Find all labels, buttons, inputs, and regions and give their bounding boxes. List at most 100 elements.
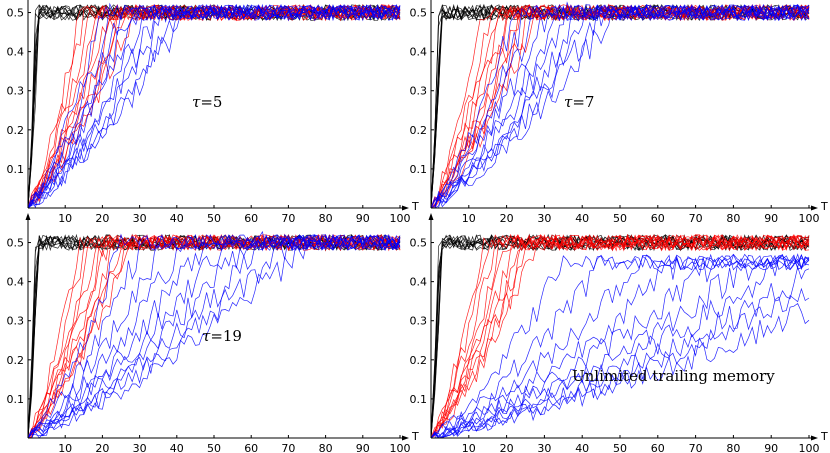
series-line [430, 265, 810, 439]
series-line [27, 230, 401, 439]
series-line [430, 233, 810, 439]
x-tick-label: 10 [58, 212, 72, 225]
y-tick-label: 0.3 [7, 315, 25, 328]
chart-panel: 10 20 30 40 50 60 70 80 90 100 0.1 0.2 0.3 0.4 0.5 Tτ=1… [7, 213, 419, 453]
x-tick-label: 90 [356, 212, 370, 225]
y-axis-arrow [428, 213, 434, 220]
x-tick-label: 20 [500, 442, 514, 453]
y-axis-arrow [25, 213, 31, 220]
x-tick-label: 60 [244, 212, 258, 225]
series-line [27, 233, 401, 439]
x-tick-label: 60 [651, 212, 665, 225]
chart-panel: 10 20 30 40 50 60 70 80 90 100 0.1 0.2 0.3 0.4 0.5 Tτ=7 [410, 0, 828, 225]
series-line [430, 302, 810, 439]
series-line [431, 253, 810, 439]
series-line [430, 233, 810, 439]
series-group [27, 2, 401, 209]
y-tick-label: 0.5 [7, 237, 25, 250]
y-tick-label: 0.2 [410, 354, 428, 367]
x-tick-label: 80 [726, 212, 740, 225]
series-line [27, 234, 401, 439]
y-tick-label: 0.2 [7, 124, 25, 137]
series-line [430, 234, 810, 439]
series-line [27, 234, 401, 439]
x-tick-label: 90 [356, 442, 370, 453]
x-tick-label: 80 [726, 442, 740, 453]
series-line [27, 4, 401, 209]
x-tick-label: 100 [799, 442, 820, 453]
x-tick-label: 10 [462, 212, 476, 225]
y-tick-label: 0.4 [7, 276, 25, 289]
y-tick-label: 0.1 [7, 163, 25, 176]
series-line [431, 1, 810, 209]
x-tick-label: 100 [390, 212, 411, 225]
x-tick-label: 50 [207, 442, 221, 453]
series-group [430, 3, 810, 209]
annotation-value: =5 [200, 93, 222, 111]
x-tick-label: 40 [170, 442, 184, 453]
x-tick-label: 30 [133, 442, 147, 453]
x-tick-label: 20 [95, 442, 109, 453]
y-tick-label: 0.5 [410, 237, 428, 250]
y-tick-label: 0.3 [410, 315, 428, 328]
y-tick-label: 0.1 [7, 393, 25, 406]
annotation-symbol: τ [564, 93, 573, 111]
series-line [431, 4, 810, 209]
x-tick-label: 20 [500, 212, 514, 225]
series-line [28, 233, 401, 439]
x-axis-arrow [811, 205, 818, 211]
x-axis-label: T [411, 200, 419, 213]
x-tick-label: 60 [244, 442, 258, 453]
x-axis-label: T [820, 430, 828, 443]
panel-annotation: τ=19 [202, 327, 242, 345]
x-tick-label: 100 [390, 442, 411, 453]
y-tick-label: 0.4 [410, 276, 428, 289]
y-tick-label: 0.1 [410, 163, 428, 176]
annotation-value: Unlimited trailing memory [572, 367, 775, 385]
series-group [27, 230, 401, 439]
y-tick-label: 0.2 [7, 354, 25, 367]
series-line [430, 253, 810, 439]
x-tick-label: 30 [133, 212, 147, 225]
x-tick-label: 70 [281, 212, 295, 225]
series-line [430, 4, 810, 209]
y-tick-label: 0.5 [410, 7, 428, 20]
series-line [27, 3, 401, 209]
series-line [430, 234, 810, 439]
chart-panel: 10 20 30 40 50 60 70 80 90 100 0.1 0.2 0.3 0.4 0.5 Tτ=5 [7, 0, 419, 225]
x-tick-label: 100 [799, 212, 820, 225]
panel-annotation: τ=5 [192, 93, 222, 111]
panel-annotation: Unlimited trailing memory [572, 367, 775, 385]
annotation-symbol: τ [192, 93, 201, 111]
x-tick-label: 30 [537, 212, 551, 225]
x-tick-label: 10 [58, 442, 72, 453]
series-group [430, 253, 810, 439]
series-group [430, 233, 810, 439]
x-tick-label: 60 [651, 442, 665, 453]
annotation-value: =7 [572, 93, 594, 111]
x-axis-arrow [402, 205, 409, 211]
series-line [27, 4, 401, 209]
series-line [430, 234, 810, 439]
series-line [430, 234, 810, 439]
y-tick-label: 0.3 [7, 85, 25, 98]
x-tick-label: 80 [319, 212, 333, 225]
x-tick-label: 40 [575, 212, 589, 225]
x-tick-label: 30 [537, 442, 551, 453]
y-tick-label: 0.1 [410, 393, 428, 406]
panel-annotation: τ=7 [564, 93, 594, 111]
series-line [430, 234, 810, 439]
y-tick-label: 0.3 [410, 85, 428, 98]
series-line [430, 3, 810, 209]
series-line [430, 4, 810, 209]
annotation-value: =19 [210, 327, 242, 345]
x-tick-label: 50 [207, 212, 221, 225]
series-line [431, 3, 810, 209]
x-tick-label: 40 [170, 212, 184, 225]
series-line [430, 254, 810, 439]
series-line [430, 287, 810, 439]
x-tick-label: 90 [764, 212, 778, 225]
y-tick-label: 0.4 [410, 46, 428, 59]
x-tick-label: 40 [575, 442, 589, 453]
